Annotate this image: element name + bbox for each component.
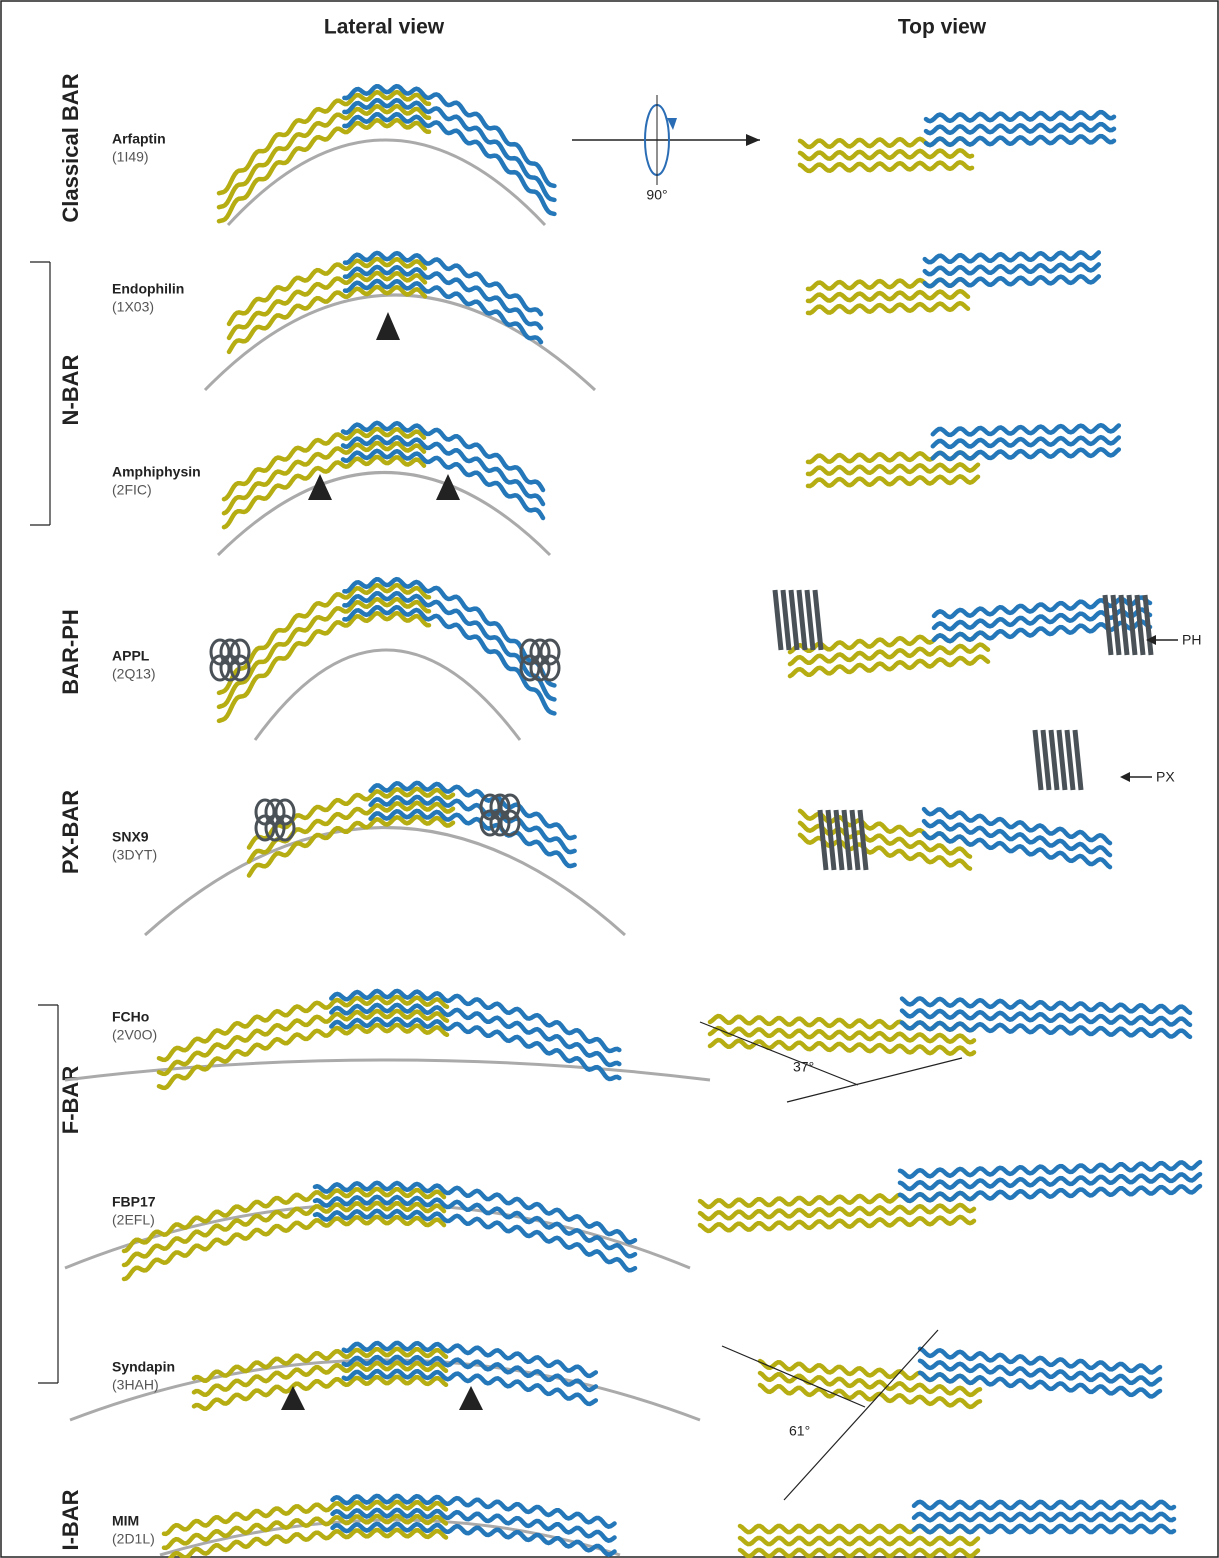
- frame: [1, 1, 1218, 1557]
- protein-pdb: (1X03): [112, 299, 154, 315]
- protein-name: SNX9: [112, 829, 149, 845]
- header-top: Top view: [898, 16, 987, 39]
- protein-name: Syndapin: [112, 1359, 175, 1375]
- protein-name: Arfaptin: [112, 131, 166, 147]
- angle-label: 37°: [793, 1059, 814, 1075]
- protein-name: FCHo: [112, 1009, 149, 1025]
- ph-label: PH: [1182, 632, 1201, 648]
- header-lateral: Lateral view: [324, 16, 445, 39]
- px-label: PX: [1156, 769, 1175, 785]
- protein-name: APPL: [112, 648, 150, 664]
- protein-pdb: (3DYT): [112, 847, 157, 863]
- protein-pdb: (2EFL): [112, 1212, 155, 1228]
- group-label: BAR-PH: [58, 609, 83, 695]
- protein-name: MIM: [112, 1513, 139, 1529]
- protein-pdb: (2D1L): [112, 1531, 155, 1547]
- rotation-label: 90°: [646, 187, 667, 203]
- figure: Lateral view Top view Classical BAR N-BA…: [0, 0, 1219, 1558]
- protein-name: Endophilin: [112, 281, 184, 297]
- protein-pdb: (3HAH): [112, 1377, 159, 1393]
- protein-pdb: (1I49): [112, 149, 149, 165]
- angle-label: 61°: [789, 1423, 810, 1439]
- group-label: N-BAR: [58, 354, 83, 425]
- protein-name: FBP17: [112, 1194, 156, 1210]
- protein-pdb: (2Q13): [112, 666, 156, 682]
- group-label: I-BAR: [58, 1489, 83, 1550]
- protein-pdb: (2V0O): [112, 1027, 157, 1043]
- protein-pdb: (2FIC): [112, 482, 152, 498]
- group-label: PX-BAR: [58, 790, 83, 874]
- group-label: F-BAR: [58, 1066, 83, 1135]
- protein-name: Amphiphysin: [112, 464, 201, 480]
- group-label: Classical BAR: [58, 73, 83, 222]
